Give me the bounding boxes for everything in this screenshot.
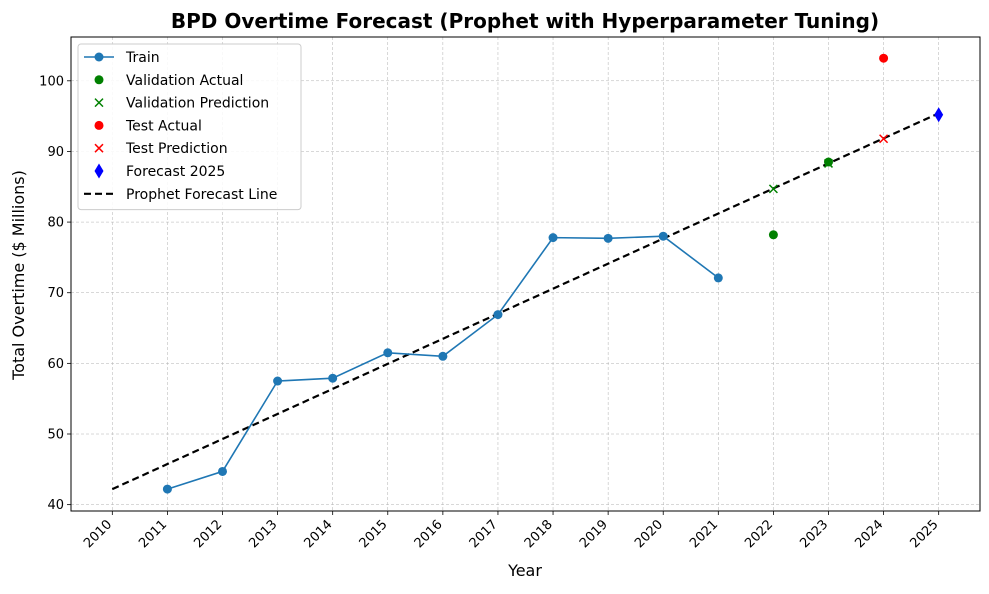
x-tick-label: 2016 — [412, 517, 446, 551]
x-tick-label: 2010 — [81, 517, 115, 551]
y-axis-label: Total Overtime ($ Millions) — [9, 170, 28, 381]
series-layer — [111, 53, 944, 494]
x-tick-label: 2021 — [687, 517, 721, 551]
y-tick-label: 100 — [39, 74, 64, 89]
legend-label-validation-actual: Validation Actual — [126, 73, 243, 89]
x-tick-label: 2024 — [852, 517, 886, 551]
train-point — [713, 273, 723, 283]
train-point — [548, 233, 558, 243]
train-point — [328, 373, 338, 383]
x-tick-label: 2018 — [522, 517, 556, 551]
validation-prediction-point-stroke — [823, 158, 834, 168]
x-tick-label: 2012 — [191, 517, 225, 551]
grid-layer — [71, 37, 980, 511]
legend-marker-train — [94, 52, 104, 62]
validation-prediction-point — [768, 184, 778, 194]
x-tick-label: 2025 — [908, 517, 942, 551]
x-tick-label: 2019 — [577, 517, 611, 551]
prophet-forecast-line-line — [111, 112, 940, 491]
x-tick-label: 2014 — [302, 517, 336, 551]
x-tick-label: 2017 — [467, 517, 501, 551]
test-actual-point — [879, 53, 889, 63]
train-point — [658, 231, 668, 241]
legend-label-test-prediction: Test Prediction — [125, 141, 228, 157]
legend-marker-validation-prediction — [94, 98, 104, 108]
legend-marker-forecast-2025 — [94, 163, 104, 179]
train-point — [383, 348, 393, 358]
test-prediction-point-stroke — [879, 134, 889, 144]
plot-frame — [70, 36, 981, 512]
x-tick-label: 2013 — [246, 517, 280, 551]
y-tick-label: 50 — [47, 428, 64, 443]
y-tick-label: 70 — [47, 286, 64, 301]
validation-actual-point — [824, 157, 833, 167]
chart-title: BPD Overtime Forecast (Prophet with Hype… — [171, 9, 879, 33]
x-tick-label: 2023 — [797, 517, 831, 551]
x-axis-label: Year — [507, 561, 542, 580]
x-tick-label: 2015 — [357, 517, 391, 551]
validation-actual-point — [768, 230, 778, 240]
x-tick-label: 2011 — [136, 517, 170, 551]
legend-marker-test-actual — [94, 120, 104, 130]
y-tick-label: 80 — [47, 216, 64, 231]
train-point — [218, 466, 227, 476]
train-point — [493, 310, 503, 320]
test-prediction-point — [879, 134, 889, 144]
legend-marker-validation-actual — [94, 75, 104, 85]
legend-label-validation-prediction: Validation Prediction — [126, 96, 269, 112]
train-point — [273, 376, 283, 386]
y-tick-label: 90 — [47, 145, 64, 160]
validation-prediction-point-stroke — [768, 184, 778, 194]
legend-box — [77, 43, 302, 211]
legend-marker-test-prediction-stroke — [94, 143, 104, 153]
x-tick-label: 2022 — [742, 517, 776, 551]
legend-label-forecast-2025: Forecast 2025 — [126, 164, 225, 180]
legend-label-prophet-forecast-line: Prophet Forecast Line — [126, 187, 277, 203]
legend-label-test-actual: Test Actual — [125, 118, 202, 134]
legend: Train Validation Actual Validation Predict… — [77, 43, 302, 211]
train-point — [438, 351, 448, 361]
y-tick-label: 40 — [47, 498, 64, 513]
x-tick-label: 2020 — [632, 517, 666, 551]
train-point — [603, 233, 613, 243]
validation-prediction-point — [823, 158, 834, 168]
y-tick-label: 60 — [47, 357, 64, 372]
legend-marker-test-prediction — [94, 143, 104, 153]
train-point — [162, 484, 172, 494]
legend-marker-validation-prediction-stroke — [94, 98, 104, 108]
forecast-2025-point — [934, 107, 944, 123]
legend-label-train: Train — [125, 50, 160, 66]
